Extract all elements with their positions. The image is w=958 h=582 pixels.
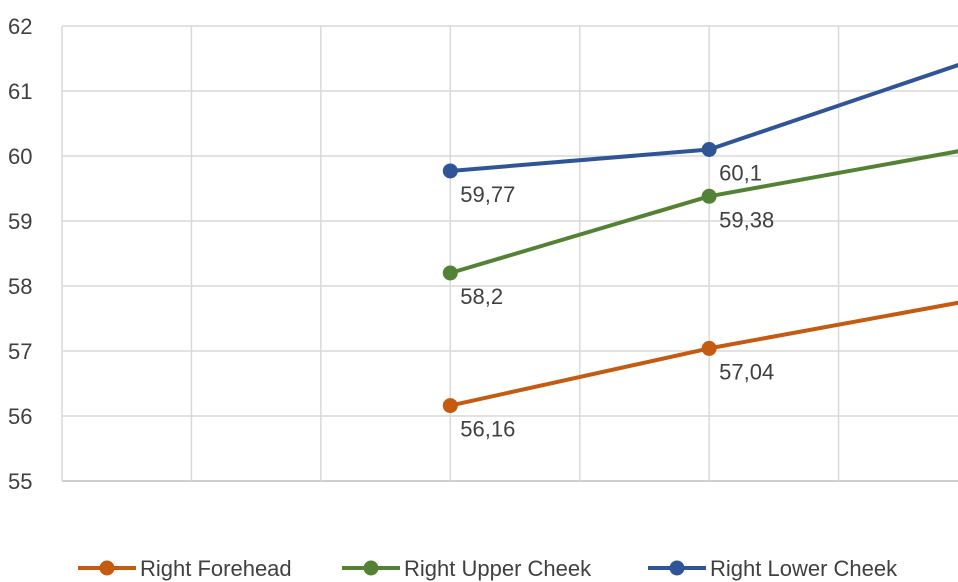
data-point: [442, 163, 458, 179]
data-labels: 56,1657,0457,7758,259,3860,159,7760,161,…: [460, 161, 774, 442]
legend-label: Right Upper Cheek: [404, 556, 592, 581]
data-label: 58,2: [460, 284, 503, 309]
y-tick-label: 59: [8, 209, 32, 234]
data-point: [701, 142, 717, 157]
y-tick-label: 56: [8, 404, 32, 429]
data-point: [442, 398, 458, 414]
data-point: [701, 340, 717, 356]
data-label: 56,16: [460, 417, 515, 442]
legend-marker: [669, 560, 685, 576]
y-tick-label: 62: [8, 14, 32, 39]
y-tick-label: 58: [8, 274, 32, 299]
data-label: 59,38: [719, 207, 774, 232]
y-axis-ticks: 55 56 57 58 59 60 61 62: [8, 14, 32, 494]
series-lines: [448, 63, 958, 408]
series-points: [442, 142, 717, 414]
y-tick-label: 60: [8, 144, 32, 169]
legend-marker: [99, 560, 115, 576]
legend: Right Forehead Right Upper Cheek Right Low…: [78, 556, 898, 581]
data-point: [701, 188, 717, 204]
legend-label: Right Forehead: [140, 556, 292, 581]
legend-label: Right Lower Cheek: [710, 556, 898, 581]
y-tick-label: 55: [8, 469, 32, 494]
y-tick-label: 61: [8, 79, 32, 104]
data-label: 60,1: [719, 161, 762, 186]
grid: [61, 25, 958, 482]
series-line: [448, 149, 958, 275]
data-label: 59,77: [460, 182, 515, 207]
legend-marker: [363, 560, 379, 576]
y-tick-label: 57: [8, 339, 32, 364]
data-label: 57,04: [719, 359, 774, 384]
data-point: [442, 265, 458, 281]
